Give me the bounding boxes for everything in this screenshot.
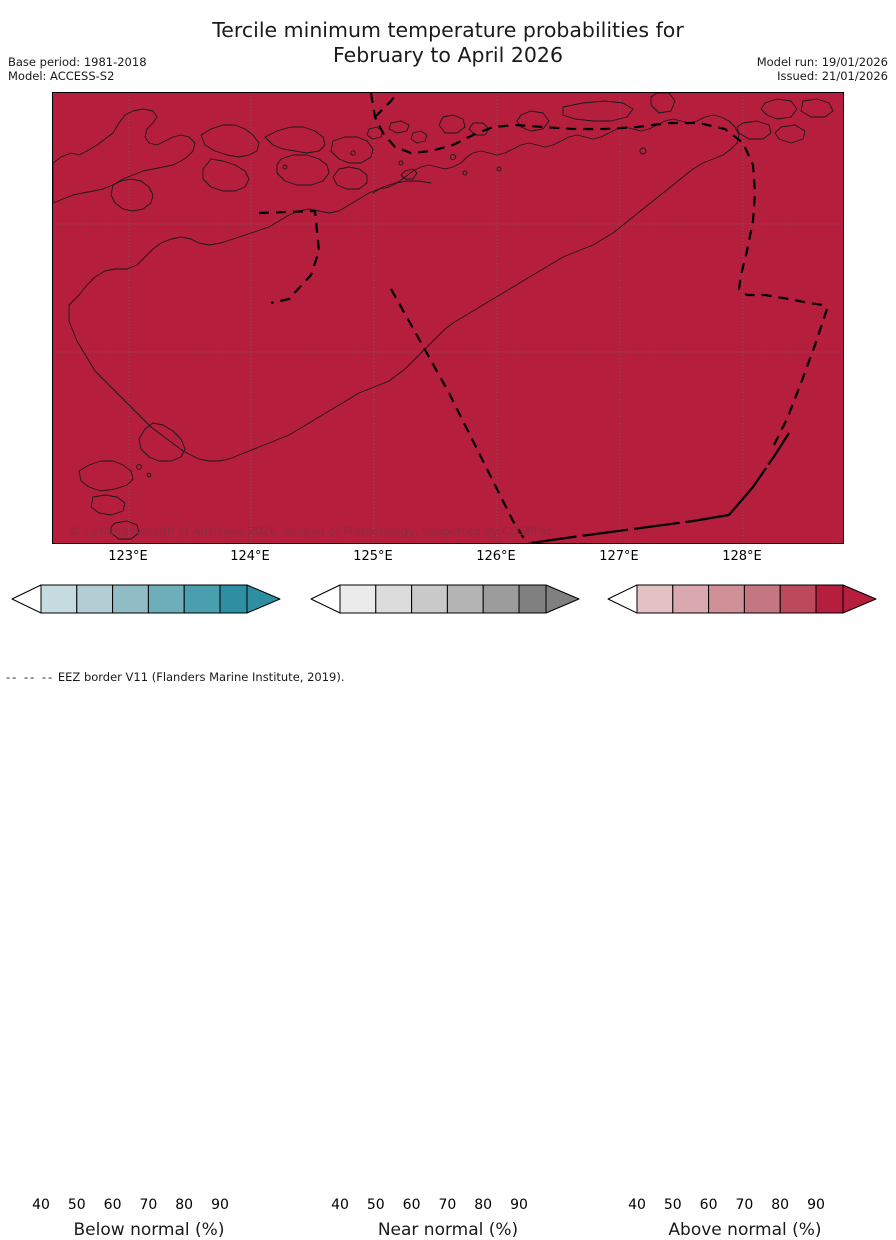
coastlines: [53, 93, 834, 540]
colorbar-above-normal[interactable]: 40 50 60 70 80 90 Above normal (%): [600, 583, 890, 1240]
cbar2-tick-90: 90: [510, 1197, 528, 1213]
eez-dash-symbol: -- -- --: [6, 670, 55, 684]
eez-border: [258, 93, 829, 543]
base-period-label: Base period: 1981-2018: [8, 55, 147, 69]
cbar1-seg-70: [147, 584, 185, 614]
eez-footnote-text: EEZ border V11 (Flanders Marine Institut…: [54, 670, 345, 684]
x-tick-123e: 123°E: [108, 549, 148, 564]
cbar3-seg-50: [672, 584, 710, 614]
cbar3-seg-80: [779, 584, 817, 614]
cbar2-tick-60: 60: [402, 1197, 421, 1213]
cbar2-seg-90: [518, 584, 547, 614]
cbar3-seg-60: [708, 584, 745, 614]
colorbar-near-normal-graphic[interactable]: [303, 583, 593, 615]
cbar2-over-arrow: [545, 584, 580, 614]
x-tick-124e: 124°E: [230, 549, 270, 564]
cbar1-tick-60: 60: [103, 1197, 122, 1213]
cbar2-tick-80: 80: [474, 1197, 493, 1213]
x-tick-128e: 128°E: [722, 549, 762, 564]
colorbar-above-normal-ticks: 40 50 60 70 80 90: [600, 1197, 890, 1215]
cbar3-seg-40: [636, 584, 674, 614]
cbar1-tick-40: 40: [32, 1197, 50, 1213]
cbar3-under-arrow: [607, 584, 638, 614]
colorbar-near-normal-ticks: 40 50 60 70 80 90: [303, 1197, 593, 1215]
colorbar-below-normal-title: Below normal (%): [73, 1220, 225, 1240]
cbar1-seg-90: [219, 584, 248, 614]
model-run-label: Model run: 19/01/2026: [756, 55, 888, 69]
cbar3-over-arrow: [842, 584, 877, 614]
cbar1-over-arrow: [246, 584, 281, 614]
cbar3-tick-90: 90: [807, 1197, 825, 1213]
cbar1-seg-40: [40, 584, 78, 614]
x-axis-labels: 123°E 124°E 125°E 126°E 127°E 128°E: [108, 549, 762, 564]
cbar2-tick-70: 70: [438, 1197, 457, 1213]
x-tick-126e: 126°E: [476, 549, 516, 564]
cbar1-tick-50: 50: [67, 1197, 86, 1213]
cbar3-seg-90: [815, 584, 844, 614]
figure-canvas: Tercile minimum temperature probabilitie…: [4, 18, 890, 1240]
cbar3-tick-60: 60: [699, 1197, 718, 1213]
colorbar-near-normal[interactable]: 40 50 60 70 80 90 Near normal (%): [303, 583, 593, 1240]
cbar1-seg-50: [76, 584, 114, 614]
cbar2-seg-40: [339, 584, 377, 614]
cbar2-tick-40: 40: [331, 1197, 349, 1213]
colorbar-below-normal[interactable]: 40 50 60 70 80 90 Below normal (%): [4, 583, 294, 1240]
cbar3-tick-70: 70: [735, 1197, 754, 1213]
colorbar-below-normal-ticks: 40 50 60 70 80 90: [4, 1197, 294, 1215]
cbar1-tick-90: 90: [211, 1197, 229, 1213]
colorbar-near-normal-title: Near normal (%): [377, 1220, 519, 1240]
colorbar-above-normal-graphic[interactable]: [600, 583, 890, 615]
map-plot-area[interactable]: © Commonwealth of Australia 2026, Bureau…: [52, 92, 844, 544]
cbar3-tick-80: 80: [771, 1197, 790, 1213]
issued-label: Issued: 21/01/2026: [777, 69, 888, 83]
cbar1-under-arrow: [11, 584, 42, 614]
colorbar-below-normal-graphic[interactable]: [4, 583, 294, 615]
model-label: Model: ACCESS-S2: [8, 69, 115, 83]
cbar3-tick-50: 50: [663, 1197, 682, 1213]
cbar2-under-arrow: [310, 584, 341, 614]
metadata-right: Model run: 19/01/2026 Issued: 21/01/2026: [757, 55, 888, 83]
x-tick-127e: 127°E: [599, 549, 639, 564]
metadata-left: Base period: 1981-2018 Model: ACCESS-S2: [8, 55, 147, 83]
cbar3-seg-70: [743, 584, 781, 614]
cbar1-tick-80: 80: [175, 1197, 194, 1213]
x-tick-125e: 125°E: [353, 549, 393, 564]
cbar1-seg-80: [183, 584, 221, 614]
cbar2-seg-60: [411, 584, 448, 614]
cbar3-tick-40: 40: [628, 1197, 646, 1213]
cbar2-tick-50: 50: [366, 1197, 385, 1213]
cbar2-seg-80: [482, 584, 520, 614]
cbar2-seg-50: [375, 584, 413, 614]
colorbar-above-normal-title: Above normal (%): [668, 1220, 822, 1240]
map-graphic: [53, 93, 843, 543]
page-title: Tercile minimum temperature probabilitie…: [212, 18, 684, 67]
cbar1-tick-70: 70: [139, 1197, 158, 1213]
map-gridlines: [53, 93, 843, 543]
cbar1-seg-60: [112, 584, 149, 614]
eez-footnote: -- -- -- EEZ border V11 (Flanders Marine…: [6, 670, 345, 684]
cbar2-seg-70: [446, 584, 484, 614]
